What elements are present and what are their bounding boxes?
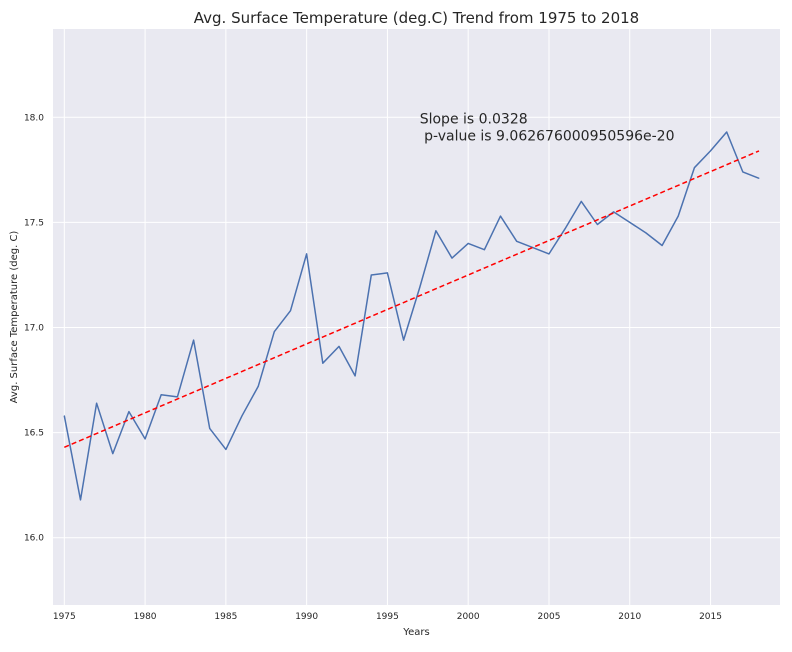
data-point — [693, 167, 695, 169]
plot-background — [53, 29, 780, 605]
x-tick-label: 2000 — [457, 612, 480, 622]
data-point — [419, 287, 421, 289]
data-point — [241, 415, 243, 417]
y-axis-label: Avg. Surface Temperature (deg. C) — [9, 231, 20, 404]
data-point — [176, 396, 178, 398]
x-tick-label: 1995 — [376, 612, 399, 622]
x-tick-label: 2010 — [618, 612, 641, 622]
data-point — [580, 200, 582, 202]
y-tick-label: 16.0 — [24, 534, 44, 544]
x-tick-label: 1985 — [214, 612, 237, 622]
annotation-slope: Slope is 0.0328 — [420, 112, 528, 128]
annotation-text: Slope is 0.0328 p-value is 9.06267600095… — [420, 112, 675, 145]
data-point — [742, 171, 744, 173]
series-layer — [63, 131, 760, 501]
data-point — [386, 272, 388, 274]
y-tick-label: 17.5 — [24, 218, 44, 228]
data-point — [758, 177, 760, 179]
data-point — [661, 245, 663, 247]
data-point — [160, 394, 162, 396]
data-point — [629, 221, 631, 223]
data-point — [564, 228, 566, 230]
data-point — [613, 211, 615, 213]
y-tick-label: 17.0 — [24, 324, 44, 334]
data-point — [257, 385, 259, 387]
data-point — [483, 249, 485, 251]
x-tick-label: 2015 — [699, 612, 722, 622]
temperature-line — [63, 131, 760, 501]
data-point — [209, 427, 211, 429]
tick-layer: 1975 1980 1985 1990 1995 2000 2005 2010 2015 16.0… — [24, 113, 722, 622]
data-point — [289, 310, 291, 312]
data-point — [322, 362, 324, 364]
data-point — [112, 453, 114, 455]
data-point — [726, 131, 728, 133]
x-tick-label: 1975 — [53, 612, 76, 622]
x-axis-label: Years — [402, 627, 429, 638]
data-point — [500, 215, 502, 217]
data-point — [467, 242, 469, 244]
data-point — [306, 253, 308, 255]
data-point — [225, 448, 227, 450]
annotation-p-value: p-value is 9.062676000950596e-20 — [420, 129, 675, 145]
grid-layer — [53, 29, 780, 605]
data-point — [370, 274, 372, 276]
x-tick-label: 2005 — [538, 612, 561, 622]
x-tick-label: 1980 — [134, 612, 157, 622]
data-point — [79, 499, 81, 501]
data-point — [193, 339, 195, 341]
data-point — [354, 375, 356, 377]
y-tick-label: 16.5 — [24, 429, 44, 439]
data-point — [516, 240, 518, 242]
data-point — [144, 438, 146, 440]
data-point — [96, 402, 98, 404]
data-point — [548, 253, 550, 255]
y-tick-label: 18.0 — [24, 113, 44, 123]
data-point — [338, 345, 340, 347]
data-point — [435, 230, 437, 232]
data-point — [128, 411, 130, 413]
data-point — [710, 150, 712, 152]
chart-title: Avg. Surface Temperature (deg.C) Trend f… — [194, 9, 639, 27]
data-point — [451, 257, 453, 259]
data-point — [645, 232, 647, 234]
data-point — [677, 215, 679, 217]
data-point — [273, 331, 275, 333]
data-point — [403, 339, 405, 341]
data-point — [63, 415, 65, 417]
data-point — [596, 224, 598, 226]
x-tick-label: 1990 — [295, 612, 318, 622]
trend-line — [64, 150, 760, 448]
